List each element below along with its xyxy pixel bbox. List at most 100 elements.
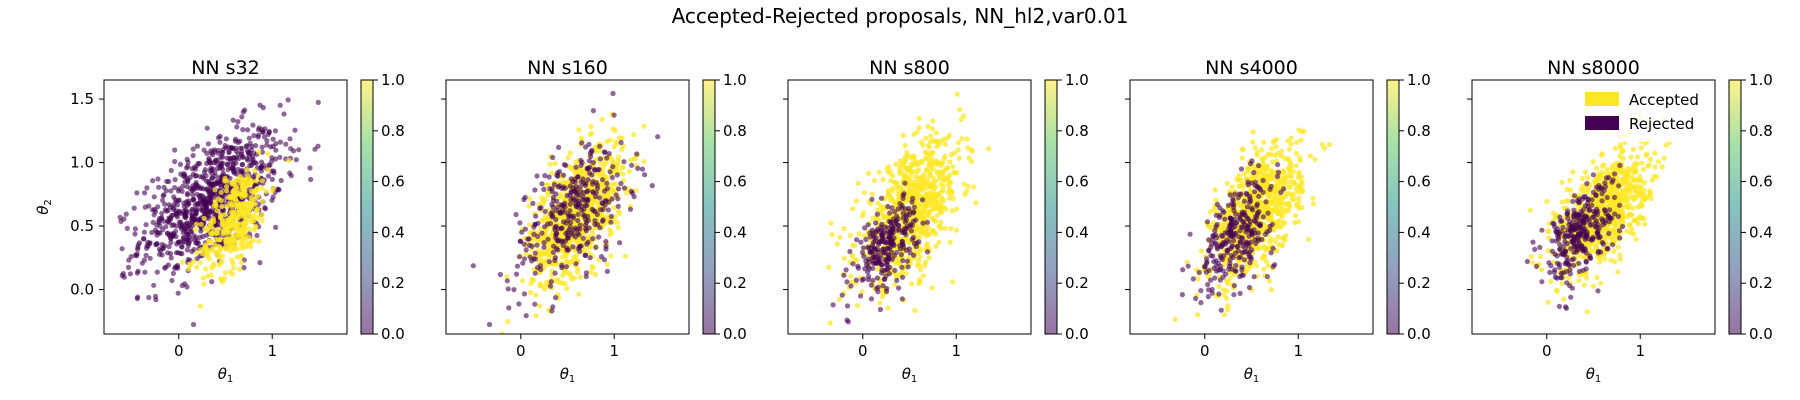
data-point	[236, 210, 242, 216]
data-point	[1260, 177, 1266, 184]
data-point	[169, 277, 175, 284]
data-point	[520, 260, 526, 266]
data-point	[208, 222, 214, 228]
data-point	[1288, 141, 1294, 147]
data-point	[902, 219, 909, 225]
data-point	[604, 268, 611, 274]
data-point	[566, 247, 572, 253]
data-point	[470, 263, 476, 269]
data-point	[642, 172, 648, 178]
data-point	[629, 162, 635, 168]
data-point	[1637, 185, 1643, 191]
data-point	[198, 303, 204, 309]
data-point	[590, 160, 597, 166]
data-point	[253, 143, 259, 149]
data-point	[218, 160, 224, 166]
data-point	[1232, 216, 1238, 222]
data-point	[239, 162, 245, 168]
data-point	[191, 196, 197, 202]
data-point	[172, 177, 178, 183]
data-point	[602, 188, 608, 194]
data-point	[921, 171, 927, 177]
data-point	[210, 166, 216, 172]
data-point	[928, 133, 934, 139]
data-point	[899, 296, 906, 302]
data-point	[1261, 252, 1267, 258]
data-point	[1548, 279, 1554, 285]
data-point	[914, 212, 920, 218]
data-point	[1298, 178, 1304, 184]
data-point	[598, 160, 604, 166]
data-point	[1252, 189, 1258, 195]
data-point	[177, 161, 184, 167]
data-point	[565, 212, 572, 218]
data-point	[1293, 186, 1299, 192]
data-point	[126, 257, 132, 263]
data-point	[230, 260, 236, 266]
colorbar-tick-label: 0.8	[1407, 122, 1431, 140]
data-point	[860, 245, 867, 251]
data-point	[255, 173, 261, 179]
data-point	[169, 222, 175, 228]
data-point	[1213, 197, 1219, 203]
colorbar	[360, 79, 374, 335]
data-point	[224, 204, 230, 210]
data-point	[586, 158, 593, 164]
data-point	[124, 225, 130, 231]
data-point	[873, 220, 879, 226]
data-point	[1274, 173, 1280, 180]
data-point	[152, 293, 159, 299]
data-point	[222, 270, 228, 276]
data-point	[920, 208, 926, 214]
y-tick-label: 1.0	[70, 154, 94, 172]
data-point	[1230, 204, 1236, 210]
data-point	[913, 174, 919, 180]
data-point	[504, 274, 510, 280]
data-point	[939, 197, 945, 203]
data-point	[589, 172, 595, 178]
data-point	[238, 191, 244, 198]
data-point	[208, 265, 215, 271]
data-point	[597, 207, 604, 213]
data-point	[160, 197, 166, 203]
data-point	[166, 178, 172, 185]
data-point	[1235, 195, 1241, 201]
data-point	[837, 234, 843, 240]
data-point	[583, 144, 589, 150]
data-point	[234, 124, 240, 130]
x-tick-label: 1	[951, 342, 961, 360]
data-point	[848, 283, 854, 289]
data-point	[922, 263, 928, 269]
data-point	[550, 249, 557, 255]
data-point	[920, 273, 926, 279]
data-point	[239, 183, 245, 189]
data-point	[618, 180, 624, 187]
data-point	[923, 167, 930, 173]
x-tick-label: 0	[858, 342, 868, 360]
data-point	[921, 224, 927, 230]
data-point	[166, 202, 172, 208]
data-point	[958, 116, 964, 123]
data-point	[1184, 259, 1190, 265]
data-point	[841, 225, 847, 232]
data-point	[1286, 146, 1292, 152]
data-point	[1205, 294, 1211, 300]
data-point	[872, 260, 878, 266]
data-point	[201, 281, 207, 287]
data-point	[1231, 292, 1237, 298]
data-point	[1198, 300, 1204, 306]
data-point	[554, 172, 560, 178]
data-point	[551, 181, 558, 188]
data-point	[948, 225, 954, 232]
data-point	[928, 191, 935, 198]
data-point	[930, 166, 936, 172]
data-point	[1187, 231, 1193, 237]
data-point	[546, 259, 552, 265]
series-accepted	[179, 149, 292, 309]
data-point	[1281, 186, 1287, 192]
data-point	[1249, 247, 1255, 253]
data-point	[213, 249, 220, 255]
data-point	[876, 169, 882, 175]
